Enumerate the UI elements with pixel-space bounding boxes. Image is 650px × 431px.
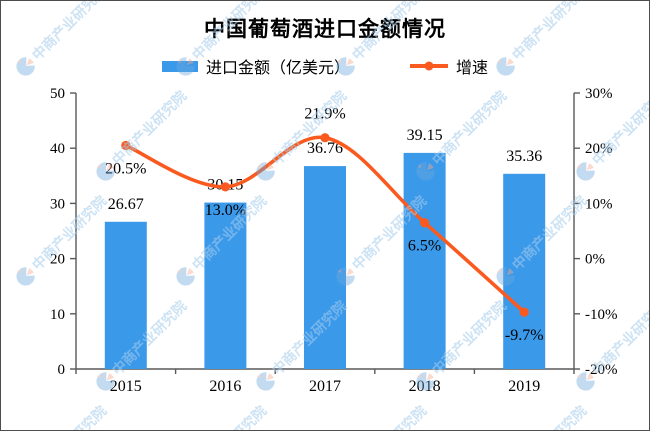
bar-2015 [104,221,147,369]
growth-label-2015: 20.5% [105,160,146,177]
x-axis-label-2019: 2019 [508,378,540,395]
left-axis-tick-label: 50 [50,86,65,102]
x-axis-label-2017: 2017 [309,378,341,395]
line-legend-marker [410,61,448,71]
growth-label-2018: 6.5% [408,238,441,255]
x-axis-label-2018: 2018 [409,378,441,395]
growth-label-2016: 13.0% [205,202,246,219]
line-marker-2018 [420,218,430,228]
chart-title: 中国葡萄酒进口金额情况 [204,18,446,41]
bar-value-2018: 39.15 [407,127,443,144]
left-axis-tick-label: 20 [50,252,65,268]
bar-legend-swatch [161,60,198,72]
right-axis-tick-label: -20% [585,362,618,378]
growth-label-2017: 21.9% [304,106,345,123]
x-axis-label-2016: 2016 [209,378,241,395]
bar-legend-label: 进口金额（亿美元） [205,60,350,77]
legend: 进口金额（亿美元） 增速 [1,54,649,78]
line-marker-2016 [220,182,230,192]
bar-2019 [503,173,546,369]
right-axis-tick-label: 20% [585,141,613,157]
line-legend-label: 增速 [456,60,489,77]
line-legend-dot [424,61,434,71]
bar-2017 [304,166,346,369]
legend-item-import-amount: 进口金额（亿美元） [161,54,350,78]
left-axis-tick-label: 10 [50,307,65,323]
bar-2018 [403,152,446,369]
left-axis-tick-label: 40 [50,141,65,157]
x-axis-label-2015: 2015 [110,378,142,395]
bar-value-2017: 36.76 [307,140,343,157]
left-axis-tick-label: 30 [50,196,65,212]
line-marker-2017 [320,133,330,143]
line-marker-2019 [519,307,529,317]
right-axis-tick-label: -10% [585,307,618,323]
bar-2016 [204,202,247,369]
bar-value-2015: 26.67 [108,196,144,213]
left-axis-tick-label: 0 [58,362,66,378]
right-axis-tick-label: 0% [585,252,605,268]
right-axis-tick-label: 10% [585,196,613,212]
legend-item-growth-rate: 增速 [410,54,488,78]
line-marker-2015 [121,140,131,151]
growth-label-2019: -9.7% [505,327,544,344]
right-axis-tick-label: 30% [585,86,613,102]
bar-value-2019: 35.36 [506,148,542,165]
